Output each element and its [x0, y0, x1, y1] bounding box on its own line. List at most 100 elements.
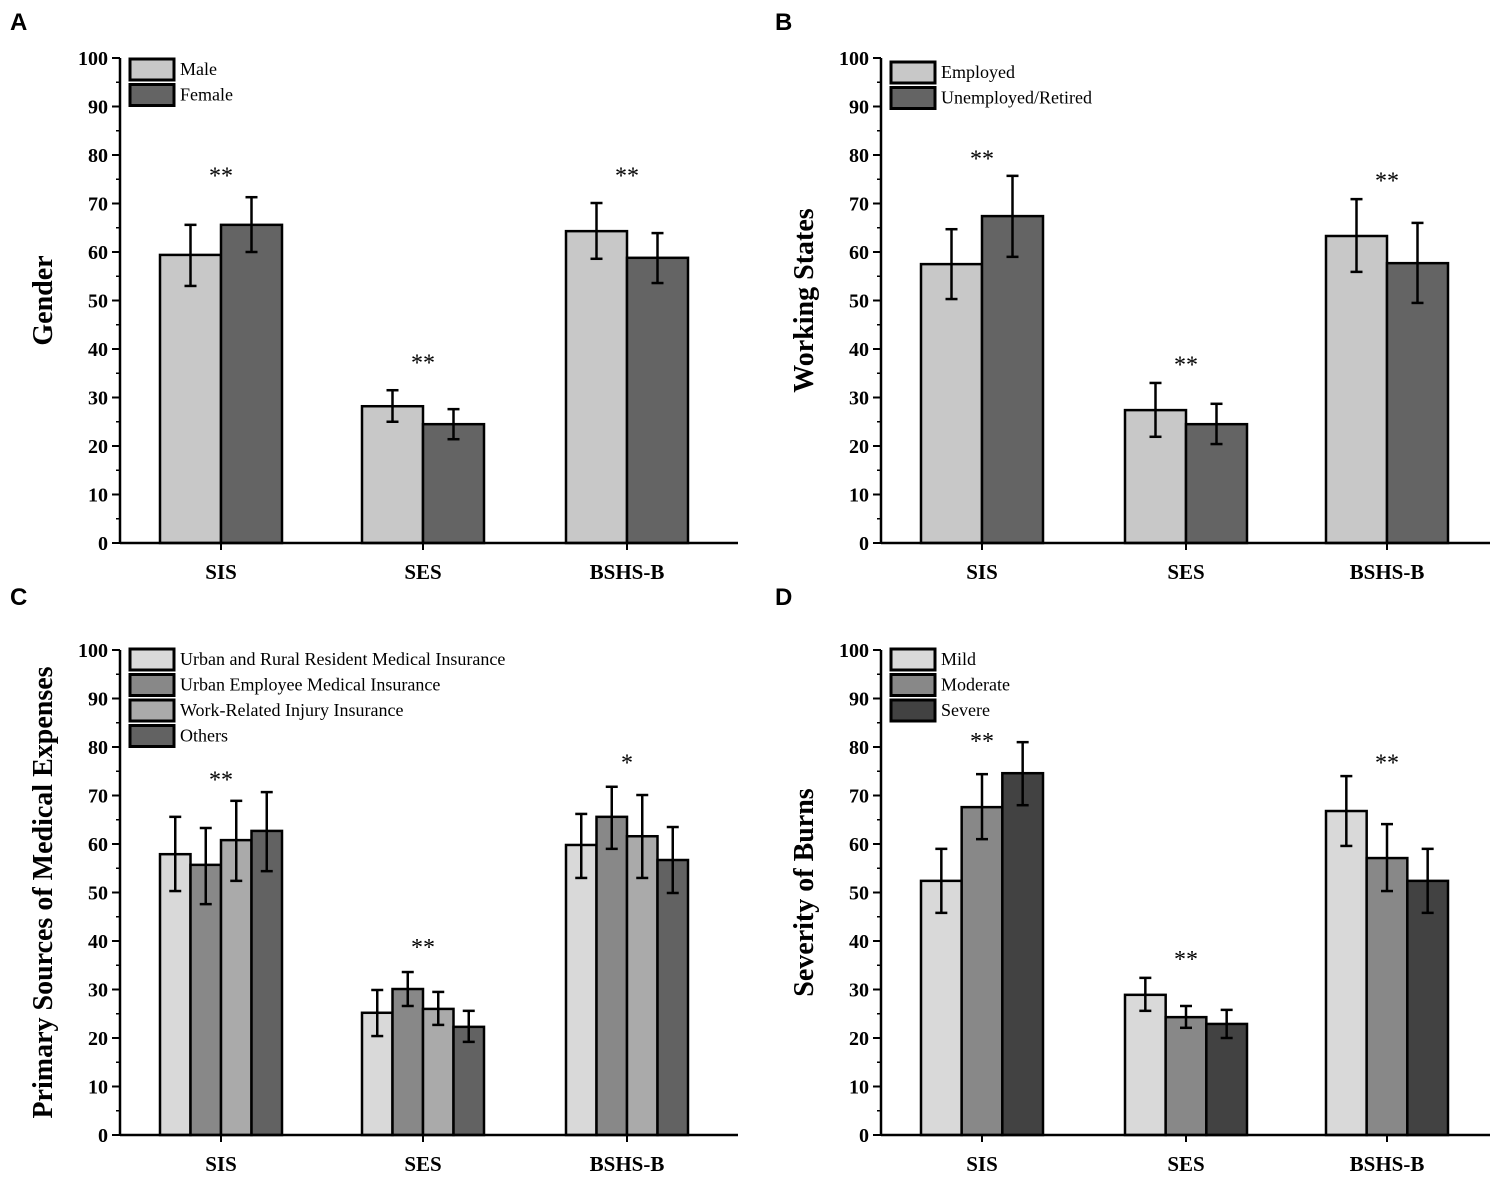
x-tick-label: SES [1167, 1152, 1204, 1176]
legend-swatch [889, 647, 937, 672]
legend-swatch [889, 673, 937, 697]
x-tick-label: SIS [205, 1152, 237, 1176]
significance-marker: ** [1375, 751, 1399, 777]
panel-label: A [10, 9, 27, 36]
y-tick-label: 20 [88, 436, 108, 458]
bar [158, 253, 223, 545]
y-tick-label: 70 [88, 194, 108, 216]
y-tick-label: 100 [78, 48, 108, 70]
bar [1164, 1015, 1208, 1137]
significance-marker: ** [615, 164, 639, 190]
bar [919, 262, 984, 545]
panel-d: D Severity of Burns 0 10 20 30 40 50 60 70 80 90 100… [775, 584, 1490, 1176]
bar [1324, 809, 1368, 1137]
y-tick-label: 60 [88, 242, 108, 264]
bar [1123, 993, 1167, 1137]
legend-label: Female [180, 85, 233, 105]
x-tick-label: SIS [966, 1152, 998, 1176]
bar [360, 404, 425, 545]
bar [421, 422, 486, 545]
y-tick-label: 40 [849, 339, 869, 361]
bar [421, 1007, 455, 1137]
bar [564, 843, 598, 1137]
legend-label: Moderate [941, 675, 1010, 695]
legend-swatch [128, 698, 176, 723]
significance-marker: ** [970, 729, 994, 755]
legend-swatch [128, 673, 176, 697]
y-tick-label: 60 [88, 834, 108, 856]
significance-marker: ** [1375, 168, 1399, 194]
y-tick-label: 30 [849, 980, 869, 1002]
panel-b: B Working States 0 10 20 30 40 50 60 70 80 90 100 SIS… [775, 9, 1490, 584]
panel-label: C [10, 584, 27, 611]
y-tick-label: 80 [88, 737, 108, 759]
bar [919, 879, 963, 1137]
y-tick-label: 70 [849, 194, 869, 216]
panel-label: B [775, 9, 792, 36]
y-tick-label: 80 [849, 737, 869, 759]
significance-marker: ** [209, 164, 233, 190]
legend-swatch [128, 724, 176, 748]
legend-swatch [889, 60, 937, 85]
significance-marker: ** [411, 935, 435, 961]
x-tick-label: BSHS-B [590, 1152, 665, 1176]
y-tick-label: 60 [849, 242, 869, 264]
y-tick-label: 70 [849, 786, 869, 808]
legend-swatch [128, 57, 176, 82]
significance-marker: ** [1174, 353, 1198, 379]
significance-marker: ** [411, 350, 435, 376]
significance-marker: ** [970, 147, 994, 173]
y-tick-label: 0 [859, 533, 869, 555]
y-tick-label: 50 [88, 291, 108, 313]
y-tick-label: 40 [88, 339, 108, 361]
legend-label: Urban Employee Medical Insurance [180, 675, 440, 695]
panel-c: C Primary Sources of Medical Expenses 0 10 2… [10, 584, 738, 1176]
legend-label: Unemployed/Retired [941, 88, 1092, 108]
y-tick-label: 70 [88, 786, 108, 808]
legend-swatch [128, 83, 176, 107]
x-tick-label: SIS [205, 560, 237, 584]
bar [158, 852, 192, 1137]
y-tick-label: 50 [849, 883, 869, 905]
y-tick-label: 0 [859, 1125, 869, 1147]
significance-marker: ** [209, 768, 233, 794]
y-tick-label: 10 [88, 485, 108, 507]
legend-label: Employed [941, 62, 1015, 82]
x-tick-label: SES [1167, 560, 1204, 584]
significance-marker: ** [1174, 947, 1198, 973]
legend-swatch [889, 698, 937, 723]
bar [980, 214, 1045, 545]
bar [960, 805, 1004, 1137]
bar [625, 834, 659, 1137]
x-tick-label: BSHS-B [590, 560, 665, 584]
bar [1406, 879, 1450, 1137]
y-tick-label: 40 [849, 931, 869, 953]
bar [219, 838, 253, 1137]
y-axis-label: Working States [789, 208, 820, 392]
y-tick-label: 90 [849, 97, 869, 119]
significance-marker: * [621, 751, 633, 777]
panel-label: D [775, 584, 792, 611]
y-tick-label: 60 [849, 834, 869, 856]
y-tick-label: 80 [88, 145, 108, 167]
x-tick-label: SES [404, 1152, 441, 1176]
legend-label: Work-Related Injury Insurance [180, 700, 403, 720]
bar [219, 223, 284, 545]
bar [1385, 261, 1450, 545]
y-axis-label: Primary Sources of Medical Expenses [28, 666, 59, 1118]
legend-swatch [128, 647, 176, 672]
y-tick-label: 30 [88, 980, 108, 1002]
legend-label: Severe [941, 700, 990, 720]
bar [1324, 234, 1389, 545]
y-tick-label: 100 [839, 48, 869, 70]
legend-label: Others [180, 726, 228, 746]
y-tick-label: 80 [849, 145, 869, 167]
y-tick-label: 90 [849, 689, 869, 711]
y-tick-label: 30 [88, 388, 108, 410]
y-tick-label: 0 [98, 533, 108, 555]
y-tick-label: 10 [849, 1077, 869, 1099]
y-tick-label: 30 [849, 388, 869, 410]
bar [1205, 1022, 1249, 1137]
y-tick-label: 90 [88, 97, 108, 119]
